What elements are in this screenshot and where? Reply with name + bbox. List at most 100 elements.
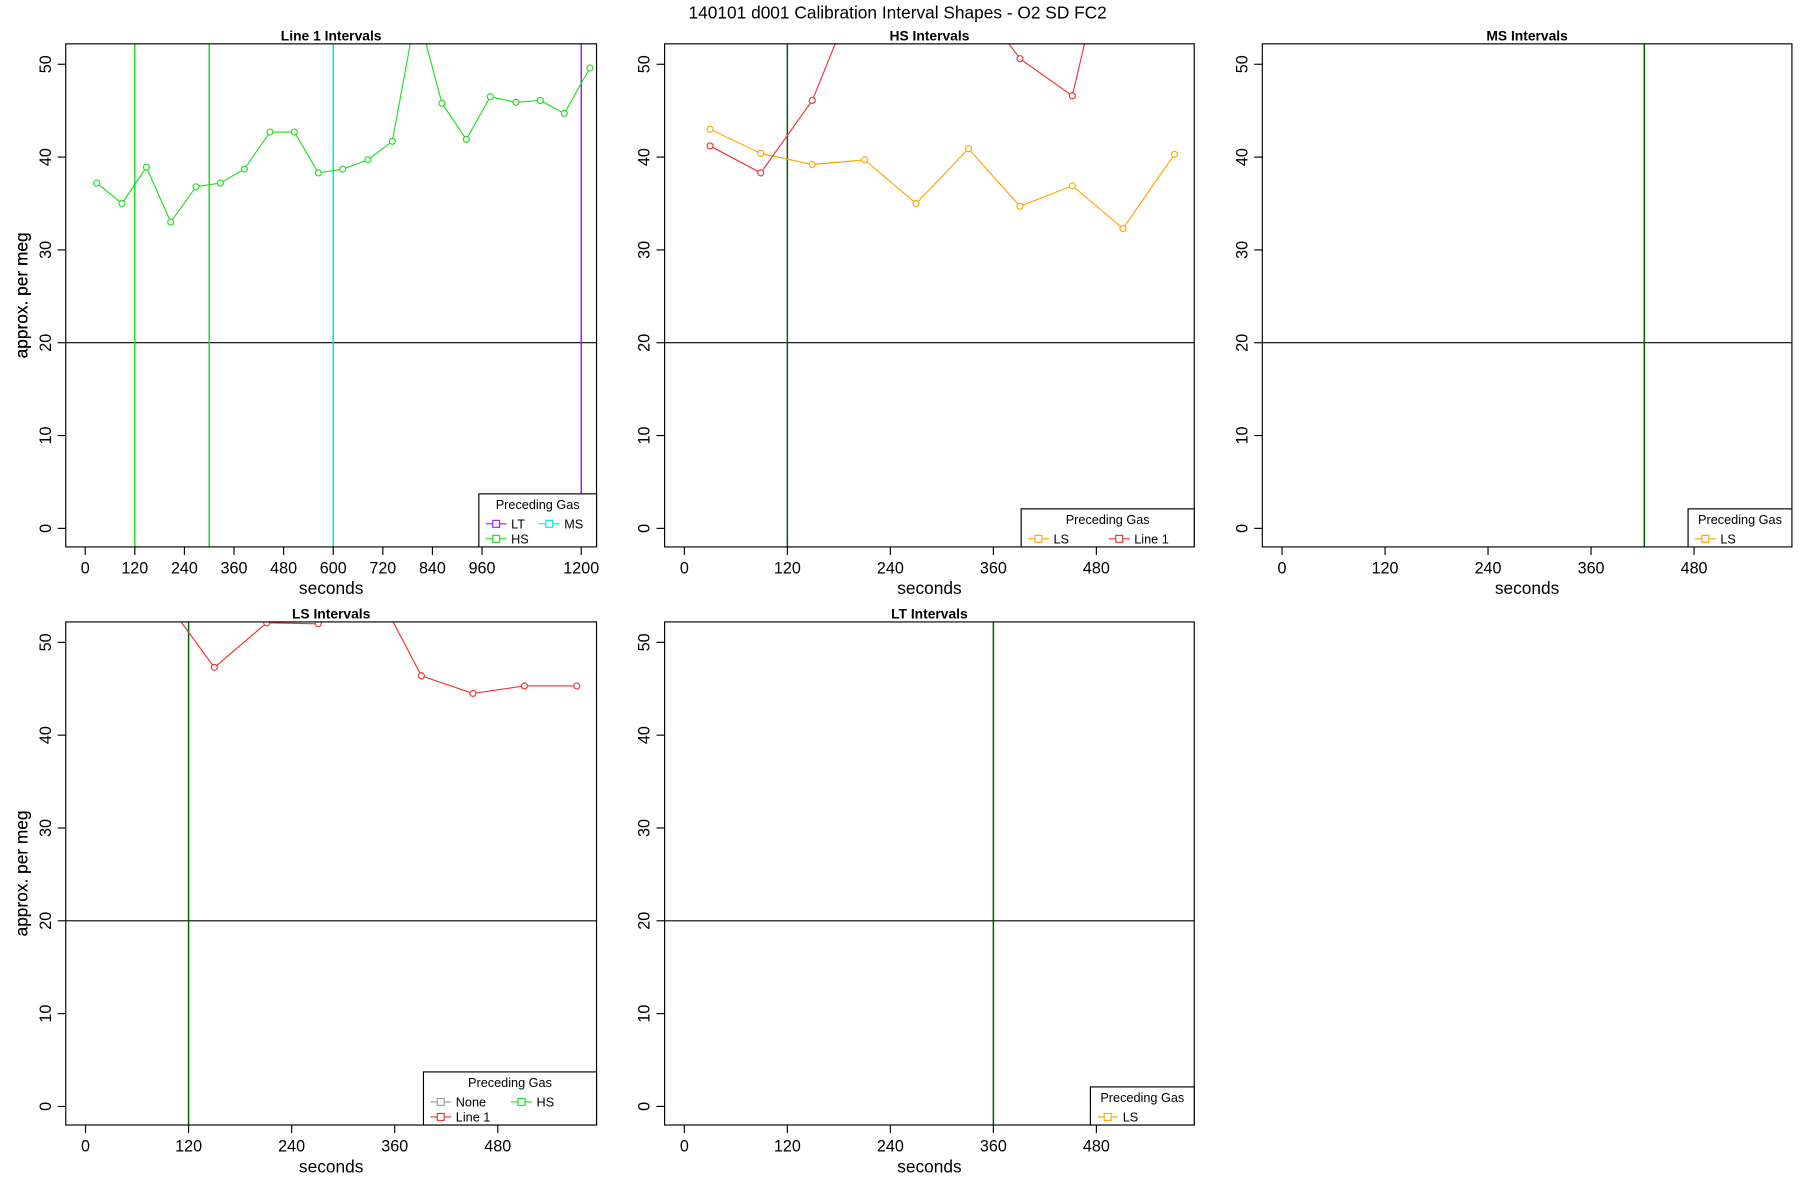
panel: MS Intervals seconds approx. per meg 0 120 24… <box>12 27 1793 598</box>
y-tick-label: 10 <box>37 427 55 445</box>
legend-label: MS <box>564 517 583 531</box>
legend-marker <box>1701 534 1710 543</box>
y-tick-label: 10 <box>37 1005 55 1023</box>
data-point <box>757 169 765 177</box>
legend-title: Preceding Gas <box>1698 513 1782 527</box>
data-point <box>118 199 126 208</box>
data-point <box>1068 182 1076 190</box>
data-point <box>216 179 224 187</box>
data-point <box>339 165 347 173</box>
y-tick-label: 40 <box>636 726 654 744</box>
panel: HS Intervals seconds approx. per meg 0 120 24… <box>12 27 1195 598</box>
y-tick-label: 20 <box>636 912 654 930</box>
panel-title: HS Intervals <box>889 27 969 43</box>
data-point <box>159 593 165 599</box>
data-point <box>266 128 274 136</box>
y-axis-label: approx. per meg <box>12 232 32 358</box>
data-point <box>486 93 494 101</box>
legend-marker <box>517 1097 526 1106</box>
x-tick-label: 0 <box>680 1138 689 1156</box>
x-tick-label: 240 <box>171 559 198 577</box>
x-tick-label: 840 <box>419 559 446 577</box>
data-point <box>706 125 714 133</box>
panel-title: LS Intervals <box>292 605 371 621</box>
legend-label: Line 1 <box>1134 532 1169 546</box>
x-tick-label: 360 <box>980 1138 1007 1156</box>
y-tick-label: 20 <box>636 334 654 352</box>
y-axis-label: approx. per meg <box>12 232 32 358</box>
legend-box <box>1020 508 1195 548</box>
y-axis-label: approx. per meg <box>12 810 32 936</box>
y-tick-label: 10 <box>1233 427 1251 445</box>
panel: LT Intervals seconds approx. per meg 0 120 24… <box>12 605 1195 1176</box>
y-tick-label: 0 <box>37 524 55 533</box>
legend-box <box>422 1071 598 1126</box>
x-tick-label: 120 <box>774 559 801 577</box>
y-tick-label: 0 <box>636 524 654 533</box>
plot-area <box>664 621 1195 1125</box>
y-tick-label: 40 <box>636 148 654 166</box>
y-tick-label: 40 <box>37 726 55 744</box>
data-point <box>1119 224 1127 233</box>
panel: LS Intervals seconds approx. per meg 0 120 24… <box>12 593 598 1176</box>
x-axis-label: seconds <box>897 578 962 598</box>
plot-frame <box>1261 43 1793 548</box>
data-point <box>1016 202 1024 210</box>
x-tick-label: 0 <box>81 559 90 577</box>
legend-title: Preceding Gas <box>468 1076 552 1090</box>
y-tick-label: 30 <box>1233 241 1251 259</box>
data-point <box>240 165 248 173</box>
data-point <box>314 621 322 628</box>
x-tick-label: 360 <box>980 559 1007 577</box>
legend-title: Preceding Gas <box>1066 513 1150 527</box>
y-tick-label: 50 <box>37 633 55 651</box>
series-line <box>180 621 577 694</box>
data-point <box>536 96 544 105</box>
data-point <box>560 109 568 118</box>
data-point <box>210 663 218 671</box>
plot-area <box>65 6 597 547</box>
data-point <box>364 156 372 164</box>
data-point <box>142 163 150 171</box>
x-tick-label: 0 <box>1278 559 1287 577</box>
data-point <box>469 689 477 697</box>
legend-label: HS <box>511 532 529 546</box>
data-point <box>314 169 322 177</box>
data-point <box>1170 150 1179 158</box>
x-tick-label: 240 <box>877 559 904 577</box>
y-tick-label: 20 <box>1233 334 1251 352</box>
x-axis-label: seconds <box>299 578 364 598</box>
data-point <box>167 218 175 226</box>
legend-label: HS <box>537 1096 555 1110</box>
legend-marker <box>436 1112 445 1121</box>
data-point <box>414 6 420 12</box>
legend: Preceding Gas LS Line 1 <box>1020 508 1195 548</box>
y-tick-label: 20 <box>37 334 55 352</box>
plot-area <box>1262 43 1792 547</box>
data-point <box>290 128 298 136</box>
data-point <box>388 137 396 145</box>
y-tick-label: 20 <box>37 912 55 930</box>
x-tick-label: 480 <box>270 559 297 577</box>
plot-area <box>664 43 1195 547</box>
x-tick-label: 120 <box>175 1138 202 1156</box>
data-point <box>757 149 765 157</box>
legend: Preceding Gas LS <box>1687 508 1793 548</box>
legend: Preceding Gas LS <box>1089 1086 1195 1126</box>
data-point <box>808 160 816 169</box>
y-tick-label: 50 <box>636 55 654 73</box>
data-point <box>912 199 920 208</box>
data-point <box>964 145 973 153</box>
series-line <box>709 128 1175 230</box>
y-tick-label: 10 <box>636 1005 654 1023</box>
data-point <box>586 64 594 72</box>
x-tick-label: 360 <box>221 559 248 577</box>
y-tick-label: 10 <box>636 427 654 445</box>
legend-label: LS <box>1720 532 1736 546</box>
y-tick-label: 0 <box>1233 524 1251 533</box>
x-tick-label: 120 <box>1372 559 1399 577</box>
